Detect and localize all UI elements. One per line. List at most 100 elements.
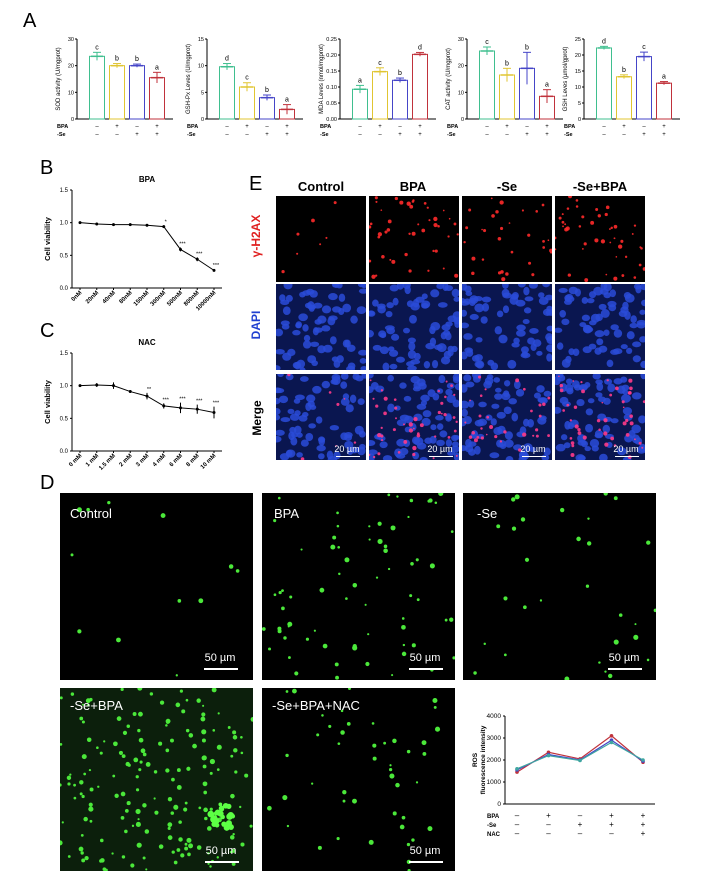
bar (89, 55, 105, 120)
scale-bar (204, 668, 238, 670)
nucleus (328, 315, 338, 321)
ros-signal-dot (88, 802, 93, 807)
foci (325, 236, 328, 239)
y-axis-label: fluorescence intensity (480, 725, 487, 794)
nucleus (350, 315, 358, 324)
ros-signal-dot (81, 794, 85, 799)
ros-signal-dot (126, 724, 131, 728)
ros-cluster-dot (218, 802, 223, 807)
nucleus (289, 413, 300, 421)
ros-signal-dot (268, 647, 272, 651)
ros-cluster-dot (208, 813, 213, 817)
nucleus (403, 395, 412, 402)
nucleus (321, 325, 331, 332)
nucleus (607, 300, 617, 308)
foci (495, 210, 499, 214)
nucleus (445, 321, 453, 327)
micrograph-image (462, 284, 552, 370)
foci (423, 202, 427, 205)
nucleus (585, 423, 594, 433)
nucleus (589, 438, 600, 448)
foci (499, 200, 504, 205)
micrograph-tile (276, 284, 366, 370)
ros-signal-dot (138, 711, 143, 717)
foci (412, 452, 416, 457)
ros-signal-dot (411, 838, 415, 842)
nucleus (309, 404, 317, 410)
nucleus (527, 419, 535, 428)
nucleus (399, 447, 409, 456)
foci (566, 207, 570, 210)
nucleus (355, 375, 364, 382)
foci (413, 417, 418, 422)
nucleus (584, 446, 591, 452)
ros-signal-dot (244, 773, 249, 778)
ros-signal-dot (305, 637, 310, 641)
ros-signal-dot (392, 811, 397, 816)
nucleus (565, 378, 573, 385)
foci (531, 273, 535, 277)
nucleus (410, 302, 420, 311)
nucleus (344, 339, 351, 348)
ros-signal-dot (287, 656, 291, 659)
ros-signal-dot (142, 803, 147, 808)
ros-signal-dot (389, 764, 392, 767)
nucleus (639, 309, 645, 315)
ros-signal-dot (87, 703, 90, 707)
ros-signal-dot (402, 643, 406, 647)
ros-signal-dot (170, 811, 175, 815)
y-tick-label: 0 (461, 117, 464, 123)
treatment-mark: – (378, 132, 382, 138)
ros-signal-dot (416, 598, 420, 602)
nucleus (555, 327, 563, 333)
nucleus (345, 404, 354, 413)
ros-signal-dot (415, 781, 419, 784)
x-tick-label: 0 mM (68, 453, 83, 468)
ros-signal-dot (81, 858, 86, 863)
nucleus (403, 327, 411, 334)
foci (440, 401, 444, 405)
ros-signal-dot (158, 741, 163, 746)
ros-signal-dot (118, 750, 124, 755)
y-tick-label: 0.0 (60, 449, 69, 455)
foci (486, 415, 490, 419)
ros-signal-dot (496, 524, 501, 529)
foci (522, 387, 526, 391)
foci (618, 244, 623, 249)
ros-signal-dot (387, 493, 391, 497)
treatment-mark: – (485, 124, 489, 130)
nucleus (640, 374, 645, 380)
nucleus (474, 445, 481, 455)
nucleus (389, 284, 399, 292)
image-label-control: Control (70, 506, 112, 521)
nucleus (528, 284, 538, 289)
treatment-mark: + (135, 132, 139, 138)
nucleus (572, 380, 580, 389)
foci (510, 250, 514, 254)
foci (432, 249, 435, 253)
scale-bar-label: 50 µm (204, 652, 236, 664)
ros-signal-dot (131, 824, 135, 828)
ros-signal-dot (83, 816, 88, 822)
foci (627, 391, 631, 395)
x-tick-label: 0nM (71, 290, 84, 303)
nucleus (346, 448, 354, 456)
nucleus (597, 413, 607, 421)
ros-signal-dot (204, 816, 208, 821)
nucleus (640, 360, 645, 369)
ros-signal-dot (421, 740, 427, 746)
ros-signal-dot (80, 851, 84, 855)
micrograph-tile (369, 284, 459, 370)
foci (542, 240, 545, 243)
nucleus (556, 342, 564, 350)
nucleus (473, 296, 483, 302)
nucleus (483, 380, 492, 389)
ros-signal-dot (383, 544, 388, 549)
micrograph-tile: 20 µm (555, 374, 645, 460)
ros-signal-dot (336, 836, 340, 841)
ros-cluster-dot (219, 806, 225, 812)
nucleus (307, 304, 317, 310)
foci (479, 394, 483, 397)
foci (615, 256, 618, 258)
